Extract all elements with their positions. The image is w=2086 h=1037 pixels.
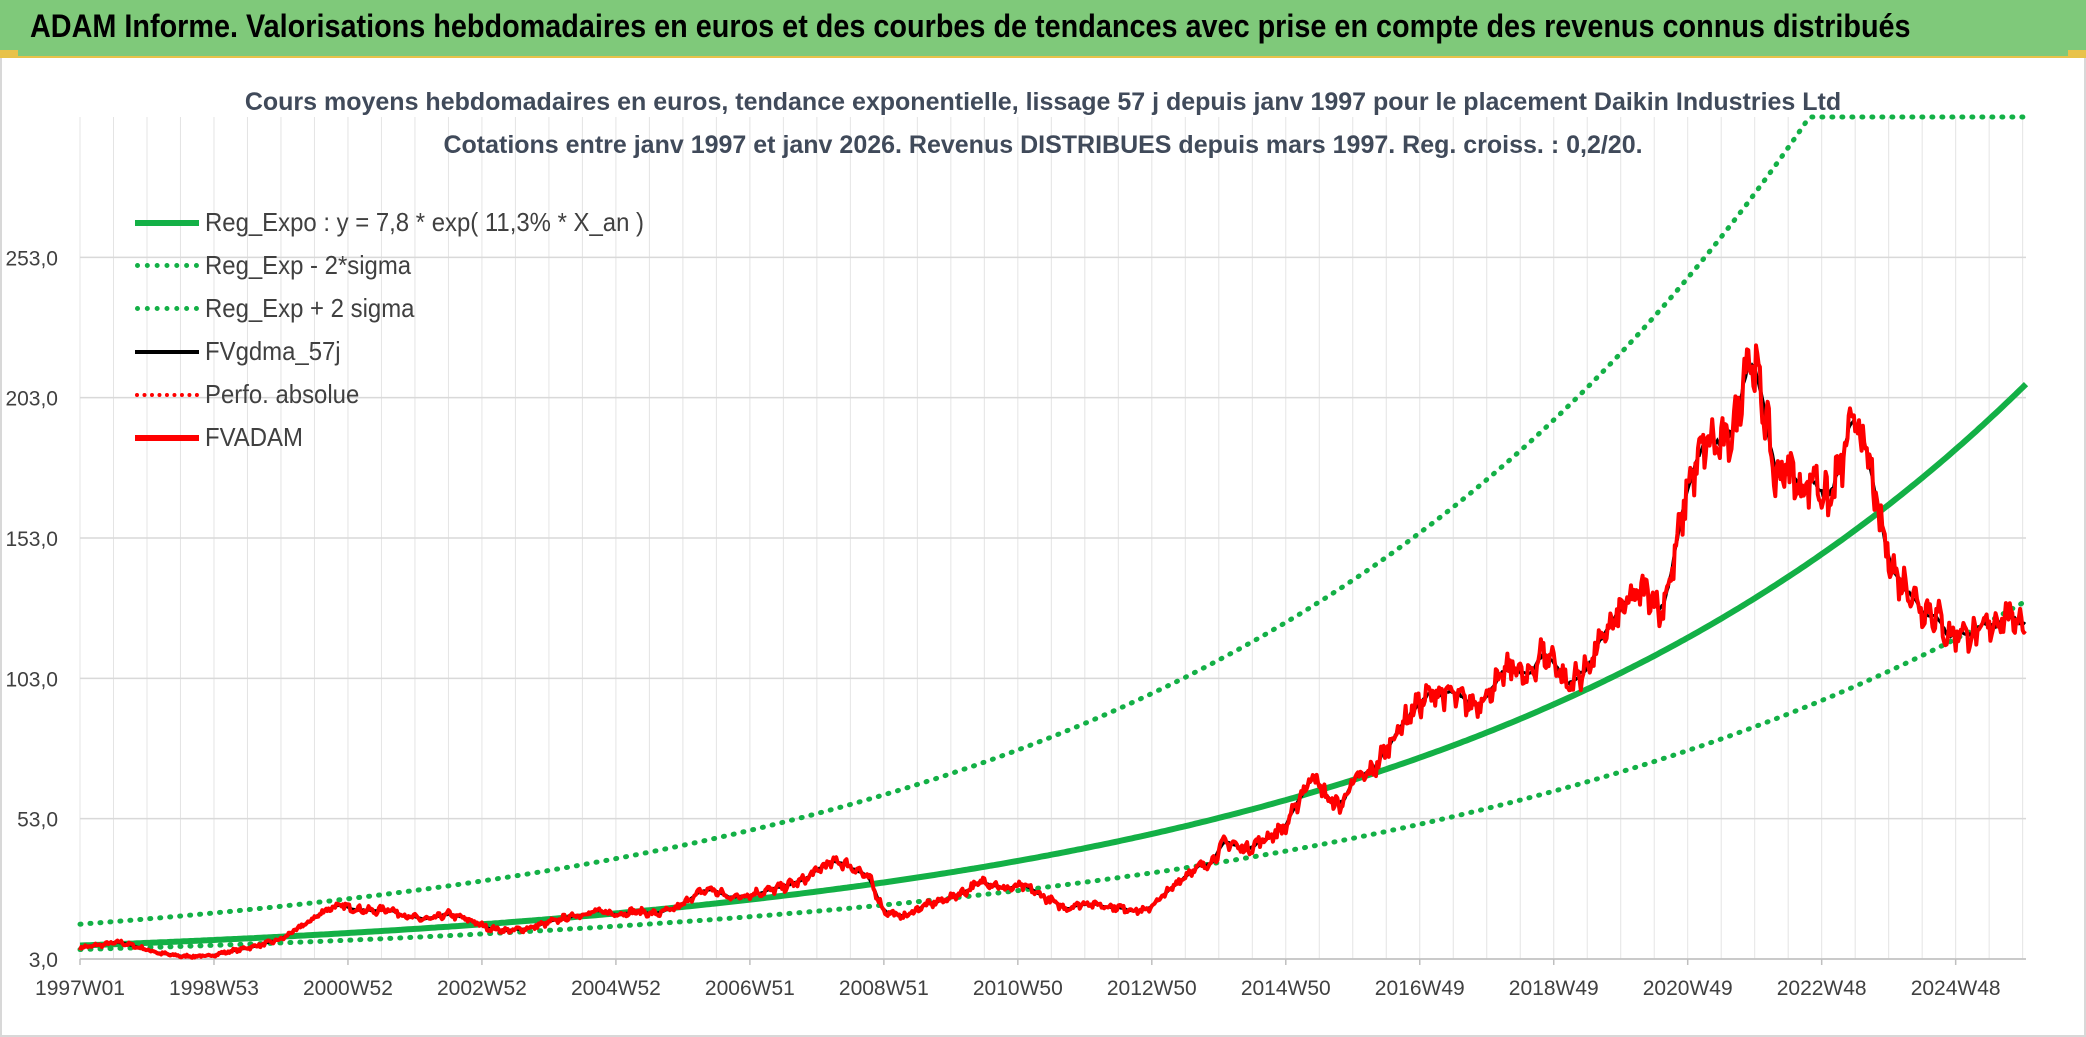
x-tick-label: 2020W49	[1643, 977, 1733, 1000]
legend-label-reg-exp-plus: Reg_Exp + 2 sigma	[205, 293, 415, 323]
legend-item-fvgdma: FVgdma_57j	[135, 330, 682, 373]
x-tick-label: 1998W53	[169, 977, 259, 1000]
series-line-fvadam	[78, 343, 2027, 960]
legend-swatch-reg-exp-plus	[135, 306, 199, 311]
x-tick-label: 2014W50	[1241, 977, 1331, 1000]
legend-item-reg-exp-plus: Reg_Exp + 2 sigma	[135, 287, 682, 330]
legend-swatch-fvgdma	[135, 349, 199, 354]
series-line-reg-exp-minus	[77, 598, 2029, 952]
x-tick-label: 2012W50	[1107, 977, 1197, 1000]
legend-swatch-reg-expo	[135, 219, 199, 226]
y-tick-label: 203,0	[5, 388, 58, 411]
chart-frame	[0, 58, 2086, 1037]
x-tick-label: 2006W51	[705, 977, 795, 1000]
x-tick-label: 2004W52	[571, 977, 661, 1000]
legend-item-fvadam: FVADAM	[135, 416, 682, 459]
legend-swatch-perfo-absolue	[135, 392, 199, 397]
legend-item-reg-exp-minus: Reg_Exp - 2*sigma	[135, 244, 682, 287]
y-tick-label: 153,0	[5, 528, 58, 551]
x-tick-label: 2016W49	[1375, 977, 1465, 1000]
corner-mark-left	[0, 50, 18, 58]
x-tick-label: 2024W48	[1911, 977, 2001, 1000]
legend-label-perfo-absolue: Perfo. absolue	[205, 379, 360, 409]
legend-label-fvadam: FVADAM	[205, 422, 303, 452]
legend-label-reg-expo: Reg_Expo : y = 7,8 * exp( 11,3% * X_an )	[205, 207, 645, 237]
x-tick-label: 2000W52	[303, 977, 393, 1000]
report-banner: ADAM Informe. Valorisations hebdomadaire…	[0, 0, 2086, 58]
x-tick-label: 2018W49	[1509, 977, 1599, 1000]
legend: Reg_Expo : y = 7,8 * exp( 11,3% * X_an )…	[135, 201, 682, 459]
legend-item-perfo-absolue: Perfo. absolue	[135, 373, 682, 416]
legend-label-reg-exp-minus: Reg_Exp - 2*sigma	[205, 250, 412, 280]
y-tick-label: 253,0	[5, 247, 58, 270]
series-line-reg-exp-plus	[77, 114, 2029, 927]
chart-title-line1: Cours moyens hebdomadaires en euros, ten…	[244, 88, 1842, 116]
x-tick-label: 2022W48	[1777, 977, 1867, 1000]
legend-swatch-reg-exp-minus	[135, 263, 199, 268]
x-tick-label: 2002W52	[437, 977, 527, 1000]
legend-item-reg-expo: Reg_Expo : y = 7,8 * exp( 11,3% * X_an )	[135, 201, 682, 244]
y-tick-label: 3,0	[29, 949, 58, 972]
x-tick-label: 1997W01	[35, 977, 125, 1000]
corner-mark-right	[2068, 50, 2086, 58]
report-title: ADAM Informe. Valorisations hebdomadaire…	[30, 8, 1911, 44]
y-tick-label: 53,0	[17, 809, 58, 832]
y-tick-label: 103,0	[5, 668, 58, 691]
x-tick-label: 2008W51	[839, 977, 929, 1000]
x-tick-label: 2010W50	[973, 977, 1063, 1000]
legend-swatch-fvadam	[135, 434, 199, 441]
legend-label-fvgdma: FVgdma_57j	[205, 336, 341, 366]
series-line-reg-expo	[79, 381, 2029, 949]
chart-title-line2: Cotations entre janv 1997 et janv 2026. …	[443, 131, 1643, 159]
